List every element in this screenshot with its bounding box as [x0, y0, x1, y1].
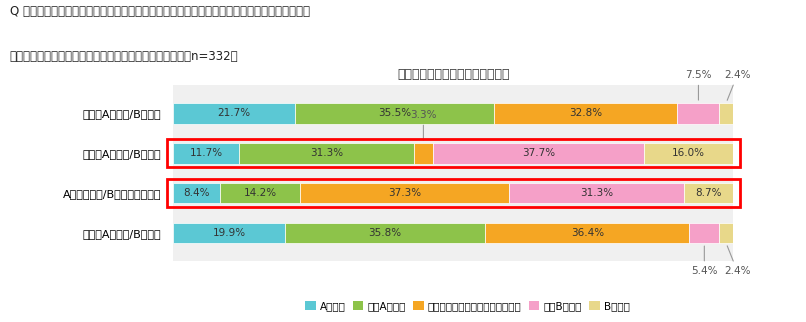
Bar — [173, 183, 220, 204]
Bar — [173, 103, 295, 124]
Bar — [173, 223, 285, 243]
Text: 36.4%: 36.4% — [571, 228, 604, 238]
Text: 16.0%: 16.0% — [672, 148, 705, 158]
Text: 21.7%: 21.7% — [218, 108, 251, 118]
Text: 8.7%: 8.7% — [696, 188, 722, 198]
Text: 5.4%: 5.4% — [691, 246, 717, 276]
Bar — [684, 183, 733, 204]
Bar — [720, 223, 733, 243]
Text: 2.4%: 2.4% — [724, 70, 750, 100]
Bar — [300, 183, 509, 204]
Bar — [644, 143, 733, 164]
Title: プラントベースフードのイメージ: プラントベースフードのイメージ — [397, 68, 509, 81]
Text: 2.4%: 2.4% — [724, 246, 750, 276]
Bar — [173, 143, 239, 164]
Text: Q プラントベースフードについて、通常の肉や魚と比べてどのようなイメージがありますか。: Q プラントベースフードについて、通常の肉や魚と比べてどのようなイメージがありま… — [10, 5, 310, 18]
Bar — [689, 223, 720, 243]
Text: 7.5%: 7.5% — [685, 70, 712, 100]
Bar — [239, 143, 414, 164]
Bar — [414, 143, 433, 164]
Bar — [167, 139, 740, 167]
Text: 31.3%: 31.3% — [580, 188, 613, 198]
Bar — [295, 103, 494, 124]
Text: 32.8%: 32.8% — [569, 108, 602, 118]
Text: 8.4%: 8.4% — [184, 188, 210, 198]
Text: 35.8%: 35.8% — [368, 228, 401, 238]
Bar — [494, 103, 678, 124]
Bar — [220, 183, 300, 204]
Text: 14.2%: 14.2% — [243, 188, 276, 198]
Bar — [167, 179, 740, 207]
Text: 37.3%: 37.3% — [388, 188, 421, 198]
Text: 35.5%: 35.5% — [378, 108, 411, 118]
Text: 37.7%: 37.7% — [521, 148, 555, 158]
Bar — [485, 223, 689, 243]
Text: 11.7%: 11.7% — [189, 148, 222, 158]
Bar — [285, 223, 485, 243]
Bar — [433, 143, 644, 164]
Bar — [720, 103, 733, 124]
Text: 3.3%: 3.3% — [410, 109, 437, 140]
Bar — [509, 183, 684, 204]
Legend: Aに近い, ややAに近い, どちらともいえない・わからない, ややBに近い, Bに近い: Aに近い, ややAに近い, どちらともいえない・わからない, ややBに近い, B… — [301, 297, 634, 315]
Text: 19.9%: 19.9% — [213, 228, 246, 238]
Bar — [677, 103, 720, 124]
Text: 31.3%: 31.3% — [310, 148, 343, 158]
Text: それぞれに最も当てはまるものを選択してください。（n=332）: それぞれに最も当てはまるものを選択してください。（n=332） — [10, 50, 239, 63]
